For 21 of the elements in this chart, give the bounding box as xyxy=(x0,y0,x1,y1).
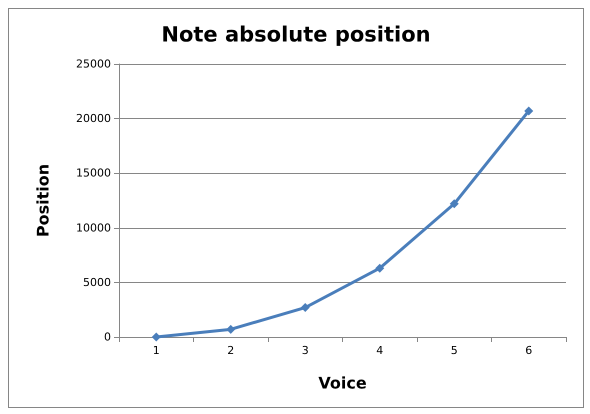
point xyxy=(152,332,161,342)
x-tick-label: 5 xyxy=(450,344,458,357)
y-tick-label: 15000 xyxy=(76,166,111,180)
x-tick-label: 2 xyxy=(227,344,234,357)
point xyxy=(450,199,459,208)
y-tick-label: 5000 xyxy=(83,276,111,289)
point xyxy=(375,264,384,273)
x-axis-title: Voice xyxy=(318,374,367,392)
x-tick-label: 6 xyxy=(525,344,532,357)
y-axis-title: Position xyxy=(34,164,52,238)
point xyxy=(226,324,236,334)
chart-title: Note absolute position xyxy=(161,22,431,46)
y-tick-label: 10000 xyxy=(76,221,111,234)
point xyxy=(300,303,310,312)
y-tick-label: 20000 xyxy=(76,112,111,126)
x-tick-label: 3 xyxy=(302,344,309,357)
point xyxy=(524,106,534,116)
y-tick-label: 25000 xyxy=(76,58,111,70)
y-tick-label: 0 xyxy=(104,330,111,344)
x-tick-label: 1 xyxy=(152,344,160,357)
x-tick-label: 4 xyxy=(376,344,384,357)
